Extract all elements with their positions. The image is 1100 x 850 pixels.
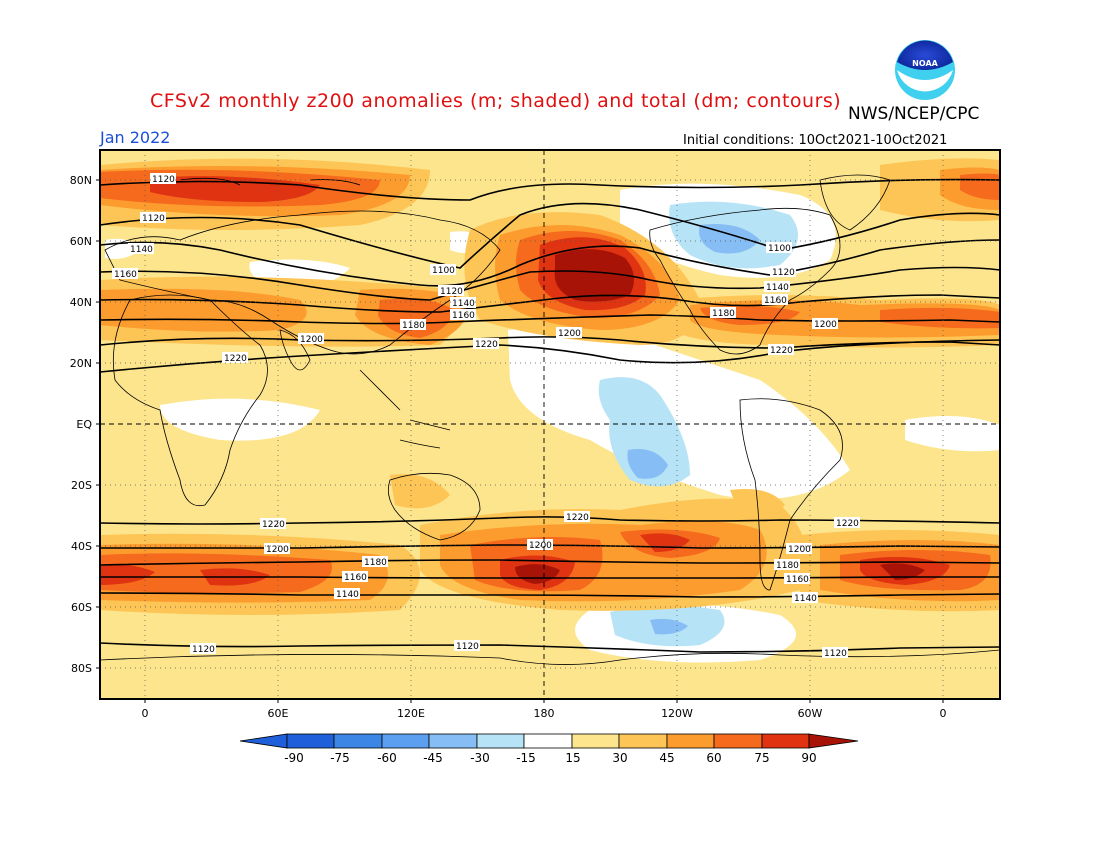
map-panel: 1120 1120 1140 1160 1100 1120 1140 1160 … [100, 150, 1000, 699]
longitude-labels: 0 60E 120E 180 120W 60W 0 [142, 707, 947, 720]
colorbar-box [333, 733, 383, 749]
lat-label: 80S [71, 662, 92, 675]
colorbar-box [618, 733, 668, 749]
contour-label: 1220 [262, 520, 285, 530]
lat-label: 40N [70, 296, 92, 309]
lon-label: 120W [661, 707, 693, 720]
colorbar-box [666, 733, 715, 749]
colorbar-label: 15 [565, 751, 580, 765]
svg-text:NOAA: NOAA [912, 59, 938, 68]
colorbar-label: 60 [706, 751, 721, 765]
contour-label: 1160 [344, 573, 367, 583]
contour-label: 1220 [224, 354, 247, 364]
colorbar: -90 -75 -60 -45 -30 -15 15 30 45 60 75 9… [239, 733, 859, 765]
lon-label: 0 [142, 707, 149, 720]
colorbar-box [523, 733, 573, 749]
colorbar-box [476, 733, 525, 749]
colorbar-label: 75 [754, 751, 769, 765]
contour-label: 1180 [776, 561, 799, 571]
blue-regions [627, 224, 760, 635]
lon-label: 60W [798, 707, 823, 720]
lat-label: 60S [71, 601, 92, 614]
contour-label: 1120 [142, 214, 165, 224]
contour-label: 1220 [475, 340, 498, 350]
lat-label: 40S [71, 540, 92, 553]
contour-label: 1120 [192, 645, 215, 655]
contour-label: 1200 [814, 320, 837, 330]
credit-label: NWS/NCEP/CPC [848, 104, 980, 124]
contour-label: 1120 [152, 175, 175, 185]
lat-label: 60N [70, 235, 92, 248]
lat-label: EQ [76, 418, 92, 431]
contour-label: 1140 [794, 594, 817, 604]
colorbar-label: -60 [377, 751, 397, 765]
map-title: CFSv2 monthly z200 anomalies (m; shaded)… [150, 90, 842, 112]
colorbar-box [428, 733, 478, 749]
colorbar-label: -15 [516, 751, 536, 765]
contour-label: 1180 [712, 309, 735, 319]
contour-label: 1140 [766, 283, 789, 293]
initial-conditions-label: Initial conditions: 10Oct2021-10Oct2021 [683, 133, 948, 148]
contour-label: 1180 [402, 321, 425, 331]
contour-label: 1140 [130, 245, 153, 255]
contour-label: 1200 [300, 335, 323, 345]
contour-label: 1100 [768, 244, 791, 254]
colorbar-box [286, 733, 335, 749]
lat-label: 20N [70, 357, 92, 370]
contour-label: 1120 [456, 642, 479, 652]
axis-ticks [96, 179, 944, 703]
lon-label: 180 [534, 707, 555, 720]
month-label: Jan 2022 [100, 128, 171, 147]
contour-label: 1160 [786, 575, 809, 585]
colorbar-box [761, 733, 810, 749]
lat-label: 20S [71, 479, 92, 492]
lon-label: 120E [397, 707, 425, 720]
colorbar-box [713, 733, 763, 749]
contour-label: 1200 [788, 545, 811, 555]
contour-label: 1160 [452, 311, 475, 321]
contour-label: 1160 [114, 270, 137, 280]
lat-label: 80N [70, 174, 92, 187]
colorbar-label: -75 [330, 751, 350, 765]
lon-label: 60E [268, 707, 289, 720]
colorbar-box [381, 733, 430, 749]
contour-label: 1140 [336, 590, 359, 600]
contour-label: 1200 [266, 545, 289, 555]
contour-label: 1180 [364, 558, 387, 568]
colorbar-right-arrow [808, 733, 859, 749]
contour-label: 1120 [824, 649, 847, 659]
colorbar-label: 90 [801, 751, 816, 765]
contour-label: 1200 [558, 329, 581, 339]
contour-label: 1120 [440, 287, 463, 297]
height-contours [100, 178, 1000, 653]
graticule [100, 150, 1000, 699]
colorbar-label: -45 [423, 751, 443, 765]
contour-label: 1160 [764, 296, 787, 306]
colorbar-label: -30 [470, 751, 490, 765]
colorbar-box [571, 733, 620, 749]
colorbar-label: 45 [659, 751, 674, 765]
contour-label: 1220 [836, 519, 859, 529]
lon-label: 0 [940, 707, 947, 720]
dark-red-regions [515, 249, 925, 584]
noaa-logo: NOAA [895, 40, 955, 100]
contour-label: 1100 [432, 266, 455, 276]
contour-label: 1220 [566, 513, 589, 523]
colorbar-left-arrow [239, 733, 288, 749]
colorbar-label: -90 [284, 751, 304, 765]
contour-label: 1120 [772, 268, 795, 278]
contour-label: 1220 [770, 346, 793, 356]
colorbar-label: 30 [612, 751, 627, 765]
latitude-labels: 80N 60N 40N 20N EQ 20S 40S 60S 80S [70, 174, 93, 675]
contour-label: 1140 [452, 299, 475, 309]
reference-lines [100, 150, 1000, 699]
